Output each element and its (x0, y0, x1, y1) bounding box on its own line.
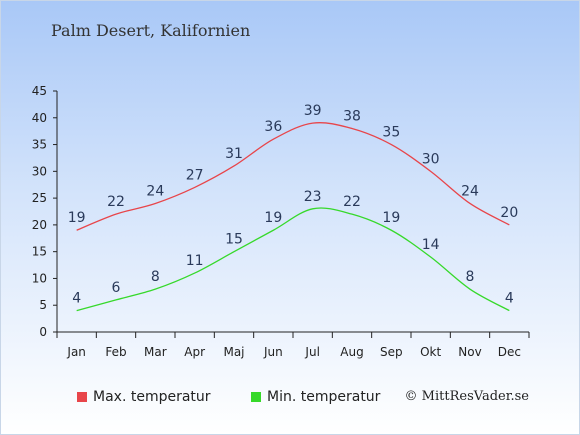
x-tick-label: Feb (105, 345, 126, 359)
max-data-label: 31 (225, 146, 243, 162)
x-tick-label: Jun (263, 345, 283, 359)
x-tick-label: Okt (420, 345, 441, 359)
axes: 0 5 10 15 20 25 30 35 40 45 Jan Feb Mar Apr Maj Jun Jul A… (32, 84, 530, 359)
y-tick-label: 40 (32, 111, 47, 125)
y-tick-label: 30 (32, 164, 47, 178)
x-tick-label: Nov (458, 345, 481, 359)
min-data-label: 4 (72, 291, 81, 307)
min-data-label: 11 (186, 253, 204, 269)
min-data-label: 4 (505, 291, 514, 307)
x-tick-label: Aug (340, 345, 363, 359)
max-data-label: 30 (422, 151, 440, 167)
chart-title: Palm Desert, Kalifornien (51, 21, 251, 40)
series-lines (76, 122, 510, 312)
min-data-label: 15 (225, 232, 243, 248)
max-data-label: 22 (107, 194, 125, 210)
y-tick-label: 10 (32, 271, 47, 285)
max-data-label: 36 (264, 119, 282, 135)
min-data-label: 23 (304, 189, 322, 205)
min-data-label: 22 (343, 194, 361, 210)
min-data-label: 19 (264, 210, 282, 226)
y-tick-label: 15 (32, 245, 47, 259)
max-data-label: 24 (146, 183, 164, 199)
data-labels: 19 22 24 27 31 36 39 38 35 30 24 20 4 6 8 11 15 19 23 22 19 1… (68, 103, 518, 306)
y-tick-label: 35 (32, 138, 47, 152)
x-tick-label: Dec (498, 345, 521, 359)
x-tick-label: Jul (304, 345, 319, 359)
max-data-label: 19 (68, 210, 86, 226)
max-data-label: 35 (382, 125, 400, 141)
max-data-label: 20 (500, 205, 518, 221)
legend-min: Min. temperatur (251, 389, 380, 405)
max-data-label: 39 (304, 103, 322, 119)
legend-min-label: Min. temperatur (267, 389, 381, 405)
max-temperature-line (76, 122, 510, 231)
min-temperature-line (76, 207, 510, 312)
x-tick-label: Maj (223, 345, 244, 359)
min-data-label: 19 (382, 210, 400, 226)
y-tick-label: 20 (32, 218, 47, 232)
y-tick-label: 45 (32, 84, 47, 98)
y-tick-label: 25 (32, 191, 47, 205)
min-data-label: 8 (466, 269, 475, 285)
y-tick-label: 5 (39, 298, 47, 312)
max-data-label: 24 (461, 183, 479, 199)
min-data-label: 8 (151, 269, 160, 285)
max-data-label: 27 (186, 167, 204, 183)
legend-min-swatch (251, 392, 261, 402)
y-tick-label: 0 (39, 325, 47, 339)
x-tick-label: Apr (184, 345, 205, 359)
copyright-text: © MittResVader.se (404, 389, 529, 404)
max-data-label: 38 (343, 108, 361, 124)
x-tick-label: Mar (144, 345, 167, 359)
x-tick-label: Sep (380, 345, 403, 359)
legend-max-swatch (77, 392, 87, 402)
x-tick-label: Jan (66, 345, 86, 359)
min-data-label: 6 (112, 280, 121, 296)
legend-max-label: Max. temperatur (93, 389, 211, 405)
legend-max: Max. temperatur (77, 389, 211, 405)
min-data-label: 14 (422, 237, 440, 253)
